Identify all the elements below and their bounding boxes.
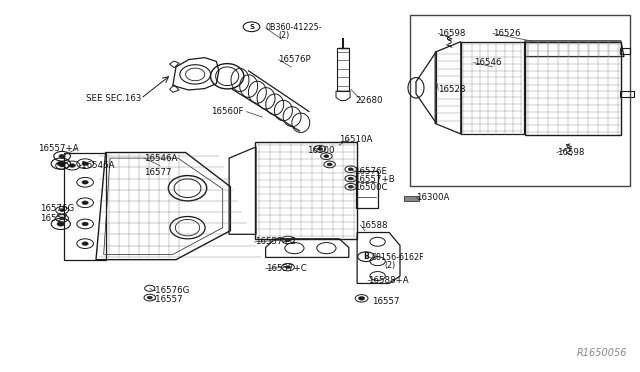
Text: 16598: 16598	[557, 148, 584, 157]
Circle shape	[82, 242, 88, 246]
Bar	[410, 15, 630, 186]
Circle shape	[57, 222, 65, 226]
Text: R1650056: R1650056	[577, 348, 627, 358]
Bar	[404, 196, 419, 201]
Text: 16577: 16577	[144, 169, 172, 177]
Circle shape	[327, 163, 332, 166]
Circle shape	[82, 162, 88, 166]
Text: 16557: 16557	[40, 214, 68, 223]
Text: 16576P: 16576P	[278, 55, 311, 64]
Text: 16546A: 16546A	[144, 154, 177, 163]
Text: 16576E: 16576E	[354, 167, 387, 176]
Text: -16576G: -16576G	[152, 286, 189, 295]
Text: 0B360-41225-: 0B360-41225-	[266, 23, 322, 32]
Text: 16300A: 16300A	[416, 193, 449, 202]
Text: 16526: 16526	[493, 29, 520, 38]
Text: 16557+C: 16557+C	[266, 264, 307, 273]
Circle shape	[285, 238, 291, 241]
Text: 16557+C: 16557+C	[255, 237, 296, 246]
Circle shape	[59, 154, 65, 158]
Text: 16557+B: 16557+B	[354, 175, 395, 184]
Text: 16588+A: 16588+A	[368, 276, 408, 285]
Text: -16557: -16557	[152, 295, 183, 304]
Circle shape	[348, 185, 353, 188]
Text: (2): (2)	[384, 262, 396, 270]
Circle shape	[358, 296, 365, 300]
Text: 16557: 16557	[372, 297, 400, 306]
Text: S: S	[249, 24, 254, 30]
Circle shape	[317, 147, 323, 150]
Circle shape	[348, 177, 353, 180]
Circle shape	[82, 180, 88, 184]
Circle shape	[57, 161, 65, 166]
Bar	[337, 48, 349, 91]
Circle shape	[82, 201, 88, 205]
Circle shape	[82, 222, 88, 226]
Circle shape	[60, 209, 65, 212]
Text: 16528: 16528	[438, 85, 466, 94]
Circle shape	[69, 164, 76, 167]
Text: 16598: 16598	[438, 29, 466, 38]
Circle shape	[348, 168, 353, 171]
Text: 16560F: 16560F	[211, 107, 244, 116]
Circle shape	[60, 217, 65, 220]
Circle shape	[60, 164, 65, 167]
Text: 16500C: 16500C	[354, 183, 387, 192]
Text: 16500: 16500	[307, 146, 335, 155]
Text: (2): (2)	[278, 31, 290, 40]
Text: 08156-6162F: 08156-6162F	[371, 253, 424, 262]
Circle shape	[285, 266, 291, 269]
Circle shape	[147, 296, 152, 299]
Text: SEE SEC.163: SEE SEC.163	[86, 94, 142, 103]
Text: 16557+A: 16557+A	[38, 144, 79, 153]
Text: 16576G: 16576G	[40, 204, 75, 213]
Circle shape	[324, 155, 329, 158]
Text: 16588: 16588	[360, 221, 388, 230]
Text: 22680: 22680	[355, 96, 383, 105]
Text: 16510A: 16510A	[339, 135, 372, 144]
Text: B: B	[364, 252, 369, 261]
Text: 16546: 16546	[474, 58, 501, 67]
Text: -16546A: -16546A	[78, 161, 115, 170]
